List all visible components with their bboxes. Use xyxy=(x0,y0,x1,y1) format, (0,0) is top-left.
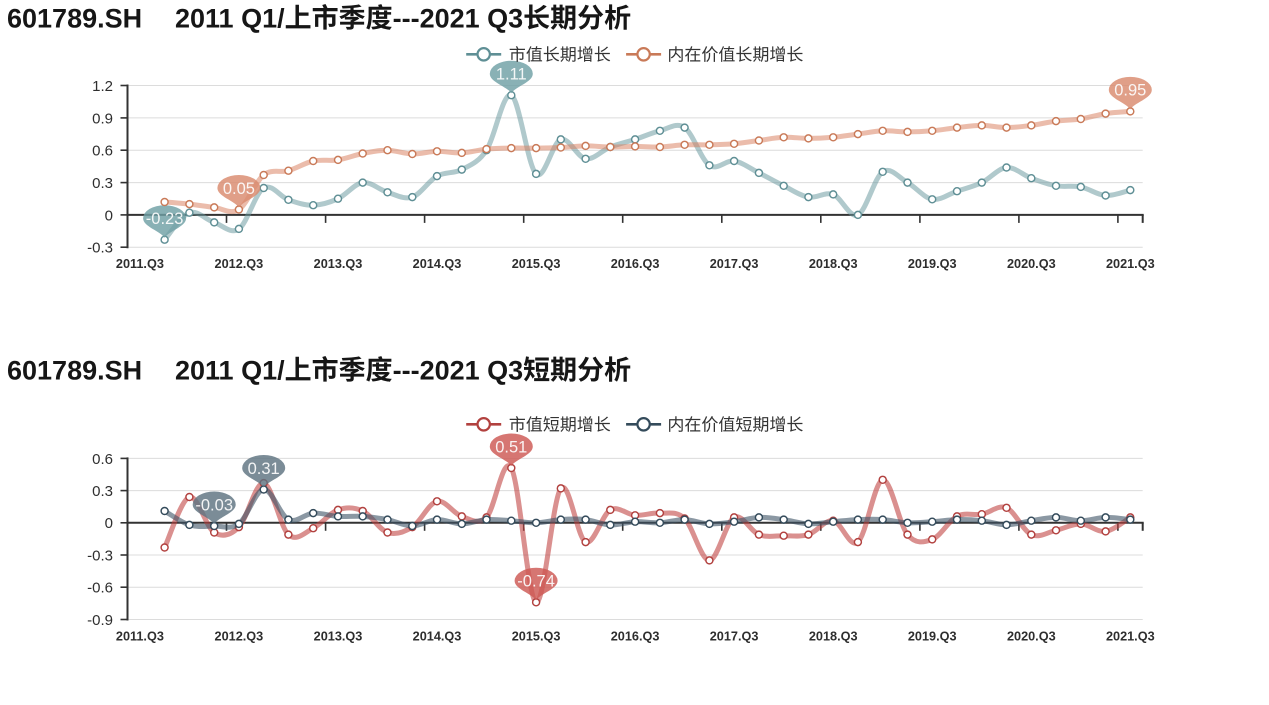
svg-text:-0.3: -0.3 xyxy=(87,547,113,564)
svg-text:2019.Q3: 2019.Q3 xyxy=(908,257,957,271)
svg-text:2013.Q3: 2013.Q3 xyxy=(314,630,363,644)
svg-text:2011.Q3: 2011.Q3 xyxy=(116,630,164,644)
svg-text:0: 0 xyxy=(105,207,113,224)
svg-text:2011.Q3: 2011.Q3 xyxy=(116,257,164,271)
svg-text:0.9: 0.9 xyxy=(92,110,113,127)
svg-text:-0.03: -0.03 xyxy=(195,496,233,514)
svg-text:601789.SH: 601789.SH xyxy=(7,355,142,385)
svg-text:2014.Q3: 2014.Q3 xyxy=(413,257,462,271)
svg-text:0.31: 0.31 xyxy=(248,460,280,478)
svg-text:2020.Q3: 2020.Q3 xyxy=(1007,630,1056,644)
svg-text:2015.Q3: 2015.Q3 xyxy=(512,257,561,271)
svg-text:0.95: 0.95 xyxy=(1114,82,1146,100)
svg-text:2018.Q3: 2018.Q3 xyxy=(809,630,858,644)
svg-text:---2021 Q3: ---2021 Q3 xyxy=(393,3,524,33)
svg-text:601789.SH: 601789.SH xyxy=(7,3,142,33)
svg-text:2016.Q3: 2016.Q3 xyxy=(611,630,660,644)
svg-text:2019.Q3: 2019.Q3 xyxy=(908,630,957,644)
svg-text:-0.6: -0.6 xyxy=(87,580,113,597)
svg-text:---2021 Q3: ---2021 Q3 xyxy=(393,355,524,385)
svg-text:2021.Q3: 2021.Q3 xyxy=(1106,257,1155,271)
svg-text:2012.Q3: 2012.Q3 xyxy=(215,630,264,644)
svg-text:2013.Q3: 2013.Q3 xyxy=(314,257,363,271)
svg-text:0: 0 xyxy=(105,515,113,532)
svg-text:0.6: 0.6 xyxy=(92,451,113,468)
svg-text:-0.9: -0.9 xyxy=(87,612,113,629)
svg-text:2014.Q3: 2014.Q3 xyxy=(413,630,462,644)
svg-text:0.51: 0.51 xyxy=(495,438,527,456)
svg-text:0.3: 0.3 xyxy=(92,483,113,500)
svg-text:2015.Q3: 2015.Q3 xyxy=(512,630,561,644)
svg-text:-0.74: -0.74 xyxy=(517,573,555,591)
svg-text:1.11: 1.11 xyxy=(496,66,527,84)
svg-text:1.2: 1.2 xyxy=(92,78,113,95)
svg-text:2018.Q3: 2018.Q3 xyxy=(809,257,858,271)
svg-text:2020.Q3: 2020.Q3 xyxy=(1007,257,1056,271)
svg-text:-0.23: -0.23 xyxy=(146,210,184,228)
svg-text:2021.Q3: 2021.Q3 xyxy=(1106,630,1155,644)
svg-text:2016.Q3: 2016.Q3 xyxy=(611,257,660,271)
svg-text:0.3: 0.3 xyxy=(92,175,113,192)
svg-text:2017.Q3: 2017.Q3 xyxy=(710,630,759,644)
svg-text:2011 Q1/: 2011 Q1/ xyxy=(175,3,285,33)
svg-text:0.6: 0.6 xyxy=(92,143,113,160)
svg-text:2011 Q1/: 2011 Q1/ xyxy=(175,355,285,385)
svg-text:0.05: 0.05 xyxy=(223,180,255,198)
svg-text:-0.3: -0.3 xyxy=(87,240,113,257)
svg-text:2012.Q3: 2012.Q3 xyxy=(215,257,264,271)
svg-text:2017.Q3: 2017.Q3 xyxy=(710,257,759,271)
